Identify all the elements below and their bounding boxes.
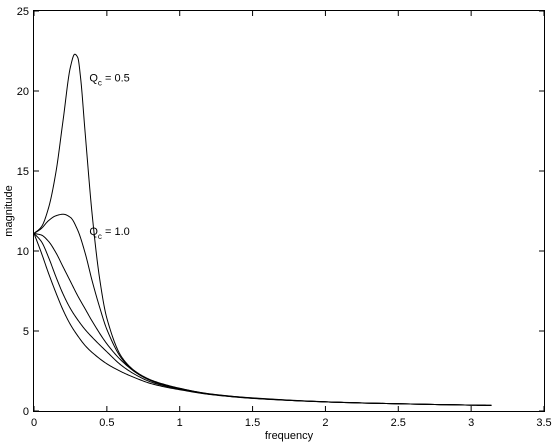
y-tick-label: 5 — [23, 326, 29, 338]
series-layer — [33, 53, 492, 406]
y-tick-label: 0 — [23, 406, 29, 418]
y-tick-label: 15 — [17, 166, 29, 178]
y-tick-label: 25 — [17, 6, 29, 18]
series-annotation: Qc = 0.5 — [89, 72, 129, 87]
plot-frame — [33, 10, 545, 412]
series-line-3 — [33, 232, 492, 406]
y-axis-label: magnitude — [3, 185, 15, 236]
y-tick-label: 20 — [17, 86, 29, 98]
x-tick-label: 3 — [468, 417, 474, 429]
annotations: Qc = 0.5 Qc = 1.0 — [89, 72, 129, 241]
x-tick-label: 2.5 — [391, 417, 406, 429]
series-line-2 — [33, 213, 492, 406]
x-axis-label: frequency — [265, 430, 314, 442]
series-line-5 — [33, 233, 492, 406]
x-tick-label: 1.5 — [245, 417, 260, 429]
y-tick-label: 10 — [17, 246, 29, 258]
x-tick-label: 0.5 — [99, 417, 114, 429]
x-tick-label: 3.5 — [536, 417, 551, 429]
series-annotation: Qc = 1.0 — [89, 226, 129, 241]
x-tick-label: 2 — [322, 417, 328, 429]
x-tick-label: 1 — [177, 417, 183, 429]
axis-ticks: 0 0.5 1 1.5 2 2.5 3 3.5 0 5 10 15 20 25 — [17, 6, 552, 429]
series-line-4 — [33, 233, 492, 406]
x-tick-label: 0 — [31, 417, 37, 429]
